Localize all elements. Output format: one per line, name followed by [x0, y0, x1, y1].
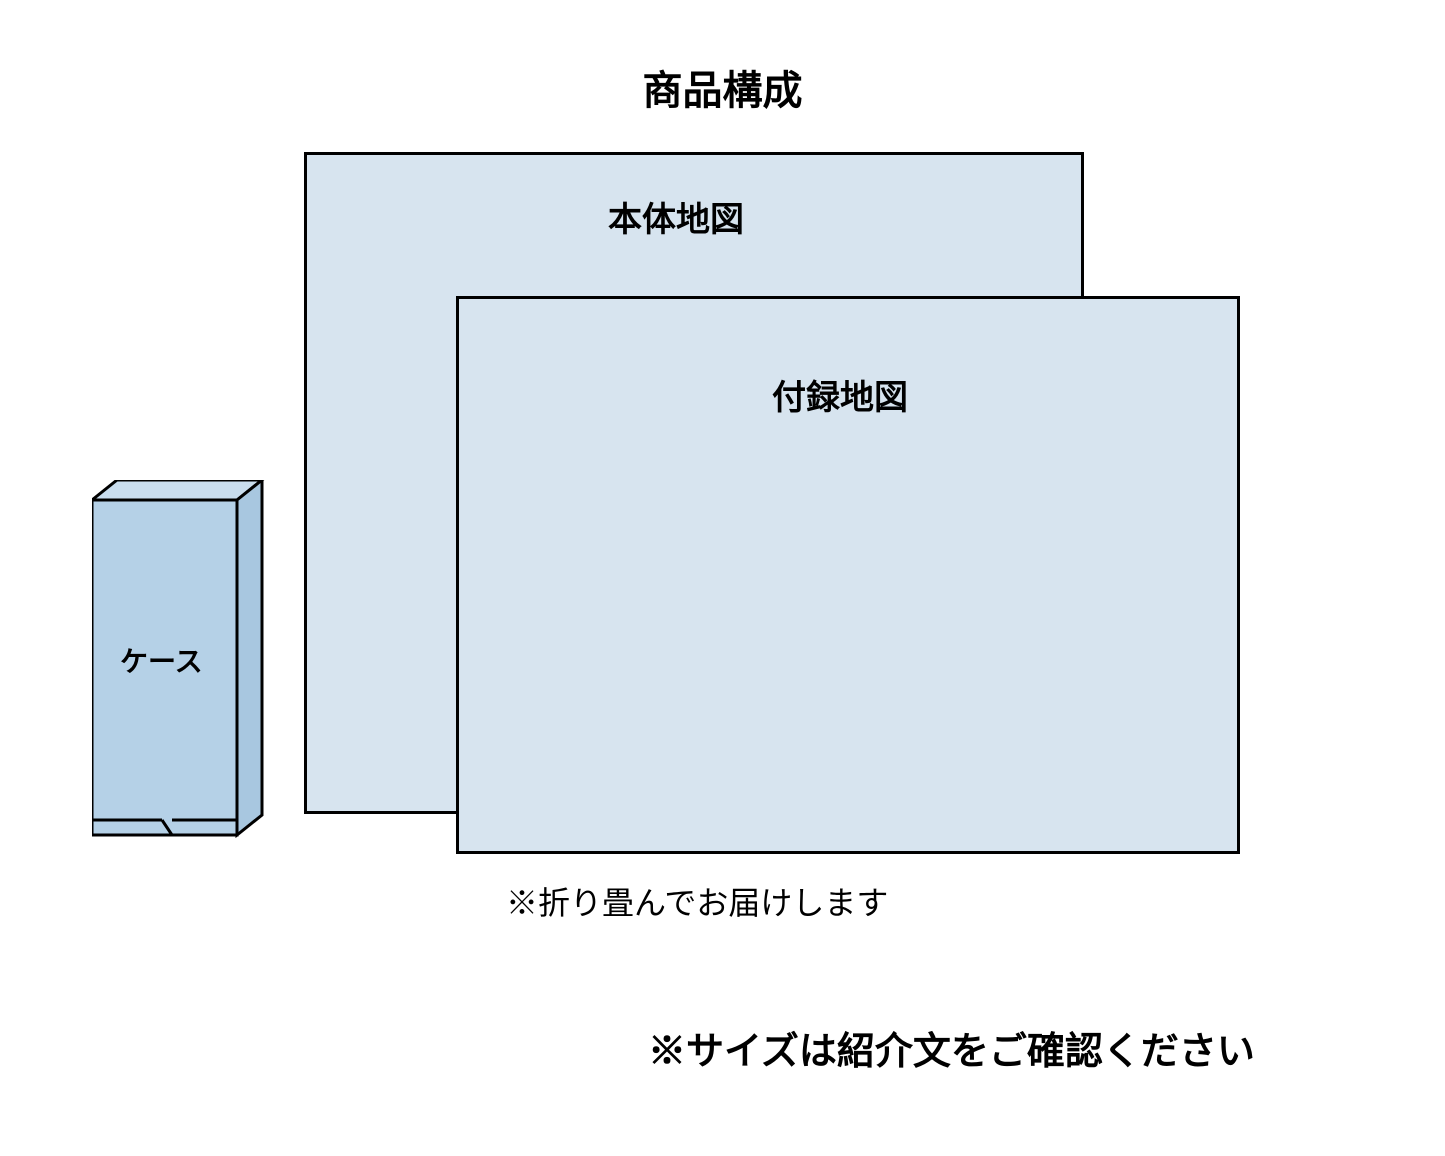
main-map-label: 本体地図: [608, 192, 744, 241]
appendix-map-label: 付録地図: [772, 370, 908, 419]
size-confirmation-note: ※サイズは紹介文をご確認ください: [648, 1020, 1255, 1075]
case-side-face: [237, 480, 262, 835]
case-label: ケース: [120, 640, 203, 680]
diagram-title: 商品構成: [0, 58, 1445, 116]
fold-delivery-note: ※折り畳んでお届けします: [506, 878, 888, 924]
case-top-face: [92, 480, 262, 500]
